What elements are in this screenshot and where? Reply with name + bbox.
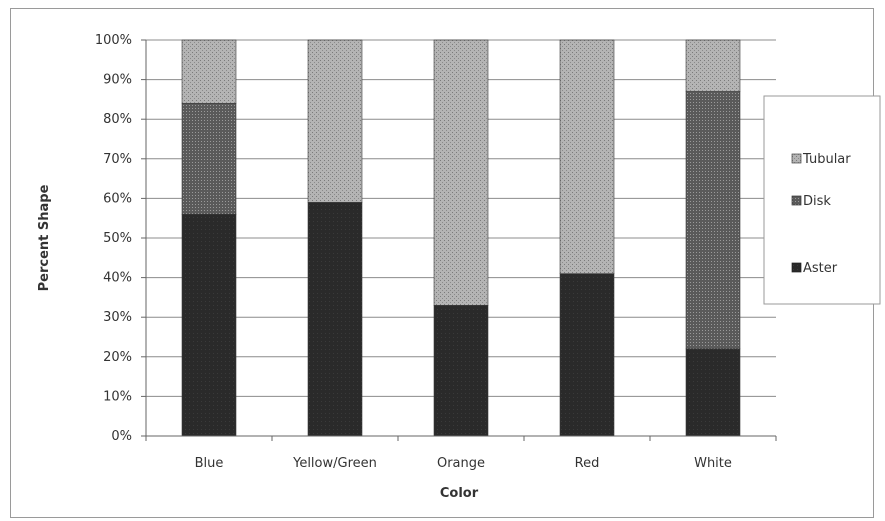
x-tick-label: Red [575, 456, 600, 471]
y-tick-label: 0% [111, 429, 132, 444]
legend-label-aster: Aster [803, 261, 838, 276]
bars [181, 39, 741, 437]
bar-aster-blue [181, 213, 237, 437]
y-axis-title: Percent Shape [37, 184, 52, 291]
y-tick-labels: 0% 10% 20% 30% 40% 50% 60% 70% 80% 90% 100% [95, 33, 146, 444]
bar-aster-yellow-green [307, 202, 363, 437]
bar-disk-white [685, 91, 741, 350]
bar-tubular-yellow-green [307, 39, 363, 203]
bar-aster-white [685, 348, 741, 437]
bar-tubular-blue [181, 39, 237, 104]
legend: Tubular Disk Aster [763, 95, 881, 305]
bar-aster-orange [433, 305, 489, 437]
y-tick-label: 100% [95, 33, 132, 48]
bar-tubular-orange [433, 39, 489, 306]
legend-swatch-aster [791, 262, 802, 273]
legend-label-tubular: Tubular [802, 152, 851, 167]
y-tick-label: 50% [103, 231, 132, 246]
legend-label-disk: Disk [803, 194, 831, 209]
y-tick-label: 80% [103, 112, 132, 127]
x-tick-label: Blue [195, 456, 224, 471]
x-tick-labels: Blue Yellow/Green Orange Red White [145, 436, 777, 471]
y-tick-label: 90% [103, 73, 132, 88]
y-tick-label: 70% [103, 152, 132, 167]
x-tick-label: Orange [437, 456, 485, 471]
bar-tubular-white [685, 39, 741, 92]
legend-box [763, 95, 881, 305]
y-tick-label: 30% [103, 310, 132, 325]
x-tick-label: Yellow/Green [292, 456, 377, 471]
y-tick-label: 40% [103, 271, 132, 286]
legend-swatch-tubular [791, 153, 802, 164]
x-tick-label: White [694, 456, 732, 471]
y-tick-label: 60% [103, 191, 132, 206]
x-axis-title: Color [440, 486, 479, 501]
bar-disk-blue [181, 103, 237, 215]
legend-swatch-disk [791, 195, 802, 206]
y-tick-label: 20% [103, 350, 132, 365]
bar-tubular-red [559, 39, 615, 274]
y-tick-label: 10% [103, 389, 132, 404]
bar-aster-red [559, 273, 615, 437]
